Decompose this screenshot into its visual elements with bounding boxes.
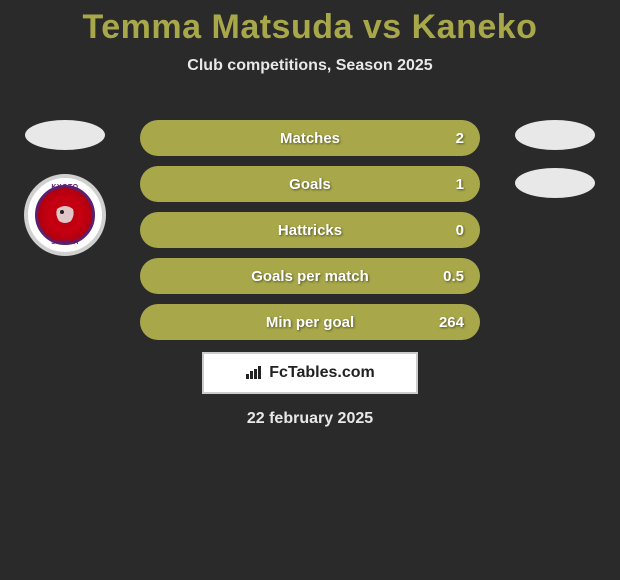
page-title: Temma Matsuda vs Kaneko xyxy=(0,0,620,47)
date-text: 22 february 2025 xyxy=(0,410,620,428)
brand-box[interactable]: FcTables.com xyxy=(202,352,418,394)
player-ellipse-right-1 xyxy=(515,120,595,150)
stat-row: Min per goal 264 xyxy=(140,304,480,340)
chart-icon xyxy=(245,366,263,380)
stat-label: Goals xyxy=(289,176,331,193)
stat-label: Goals per match xyxy=(251,268,369,285)
stat-value: 0 xyxy=(456,222,464,239)
player-ellipse-left xyxy=(25,120,105,150)
stat-row: Hattricks 0 xyxy=(140,212,480,248)
stat-label: Min per goal xyxy=(266,314,354,331)
stat-row: Matches 2 xyxy=(140,120,480,156)
left-player-column: KYOTO SANGA xyxy=(20,120,110,256)
stat-label: Hattricks xyxy=(278,222,342,239)
stat-label: Matches xyxy=(280,130,340,147)
stats-container: Matches 2 Goals 1 Hattricks 0 Goals per … xyxy=(140,120,480,350)
stat-value: 264 xyxy=(439,314,464,331)
stat-value: 0.5 xyxy=(443,268,464,285)
right-player-column xyxy=(510,120,600,216)
subtitle: Club competitions, Season 2025 xyxy=(0,57,620,75)
player-ellipse-right-2 xyxy=(515,168,595,198)
stat-value: 2 xyxy=(456,130,464,147)
crest-text-bottom: SANGA xyxy=(28,239,102,246)
brand-text: FcTables.com xyxy=(269,364,375,382)
stat-row: Goals per match 0.5 xyxy=(140,258,480,294)
stat-row: Goals 1 xyxy=(140,166,480,202)
stat-value: 1 xyxy=(456,176,464,193)
team-crest: KYOTO SANGA xyxy=(24,174,106,256)
crest-inner xyxy=(35,185,95,245)
crest-graphic xyxy=(45,195,85,235)
